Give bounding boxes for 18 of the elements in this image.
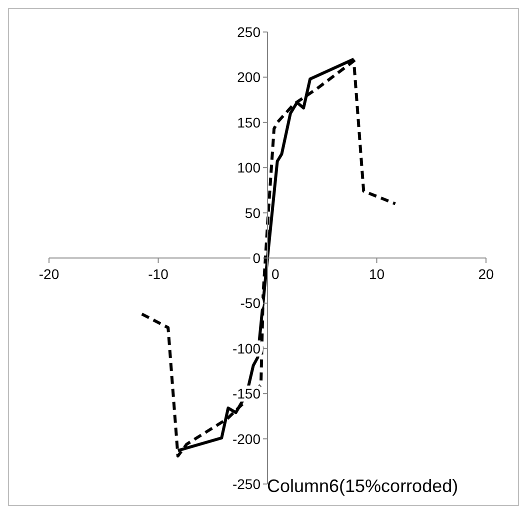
x-tick-label: 20 (478, 266, 494, 282)
y-tick-label: 100 (237, 160, 261, 176)
text: Column6(15%corroded) (267, 476, 458, 497)
x-tick-label: 10 (368, 266, 385, 282)
y-tick-label: 0 (252, 250, 261, 266)
x-tick-label: -20 (38, 266, 60, 282)
y-tick-label: 200 (237, 69, 261, 86)
x-tick-label: -10 (148, 266, 169, 282)
y-tick-label: 250 (237, 24, 261, 40)
y-tick-label: 50 (244, 204, 261, 221)
y-tick-label: 150 (237, 114, 261, 130)
y-tick-label: -200 (232, 430, 261, 447)
y-tick-label: -100 (232, 340, 261, 356)
x-tick-label: 0 (272, 266, 280, 282)
line-series (140, 59, 397, 458)
y-tick-label: -150 (232, 386, 261, 402)
y-tick-label: -50 (240, 295, 261, 312)
y-tick-label: -250 (232, 476, 261, 492)
